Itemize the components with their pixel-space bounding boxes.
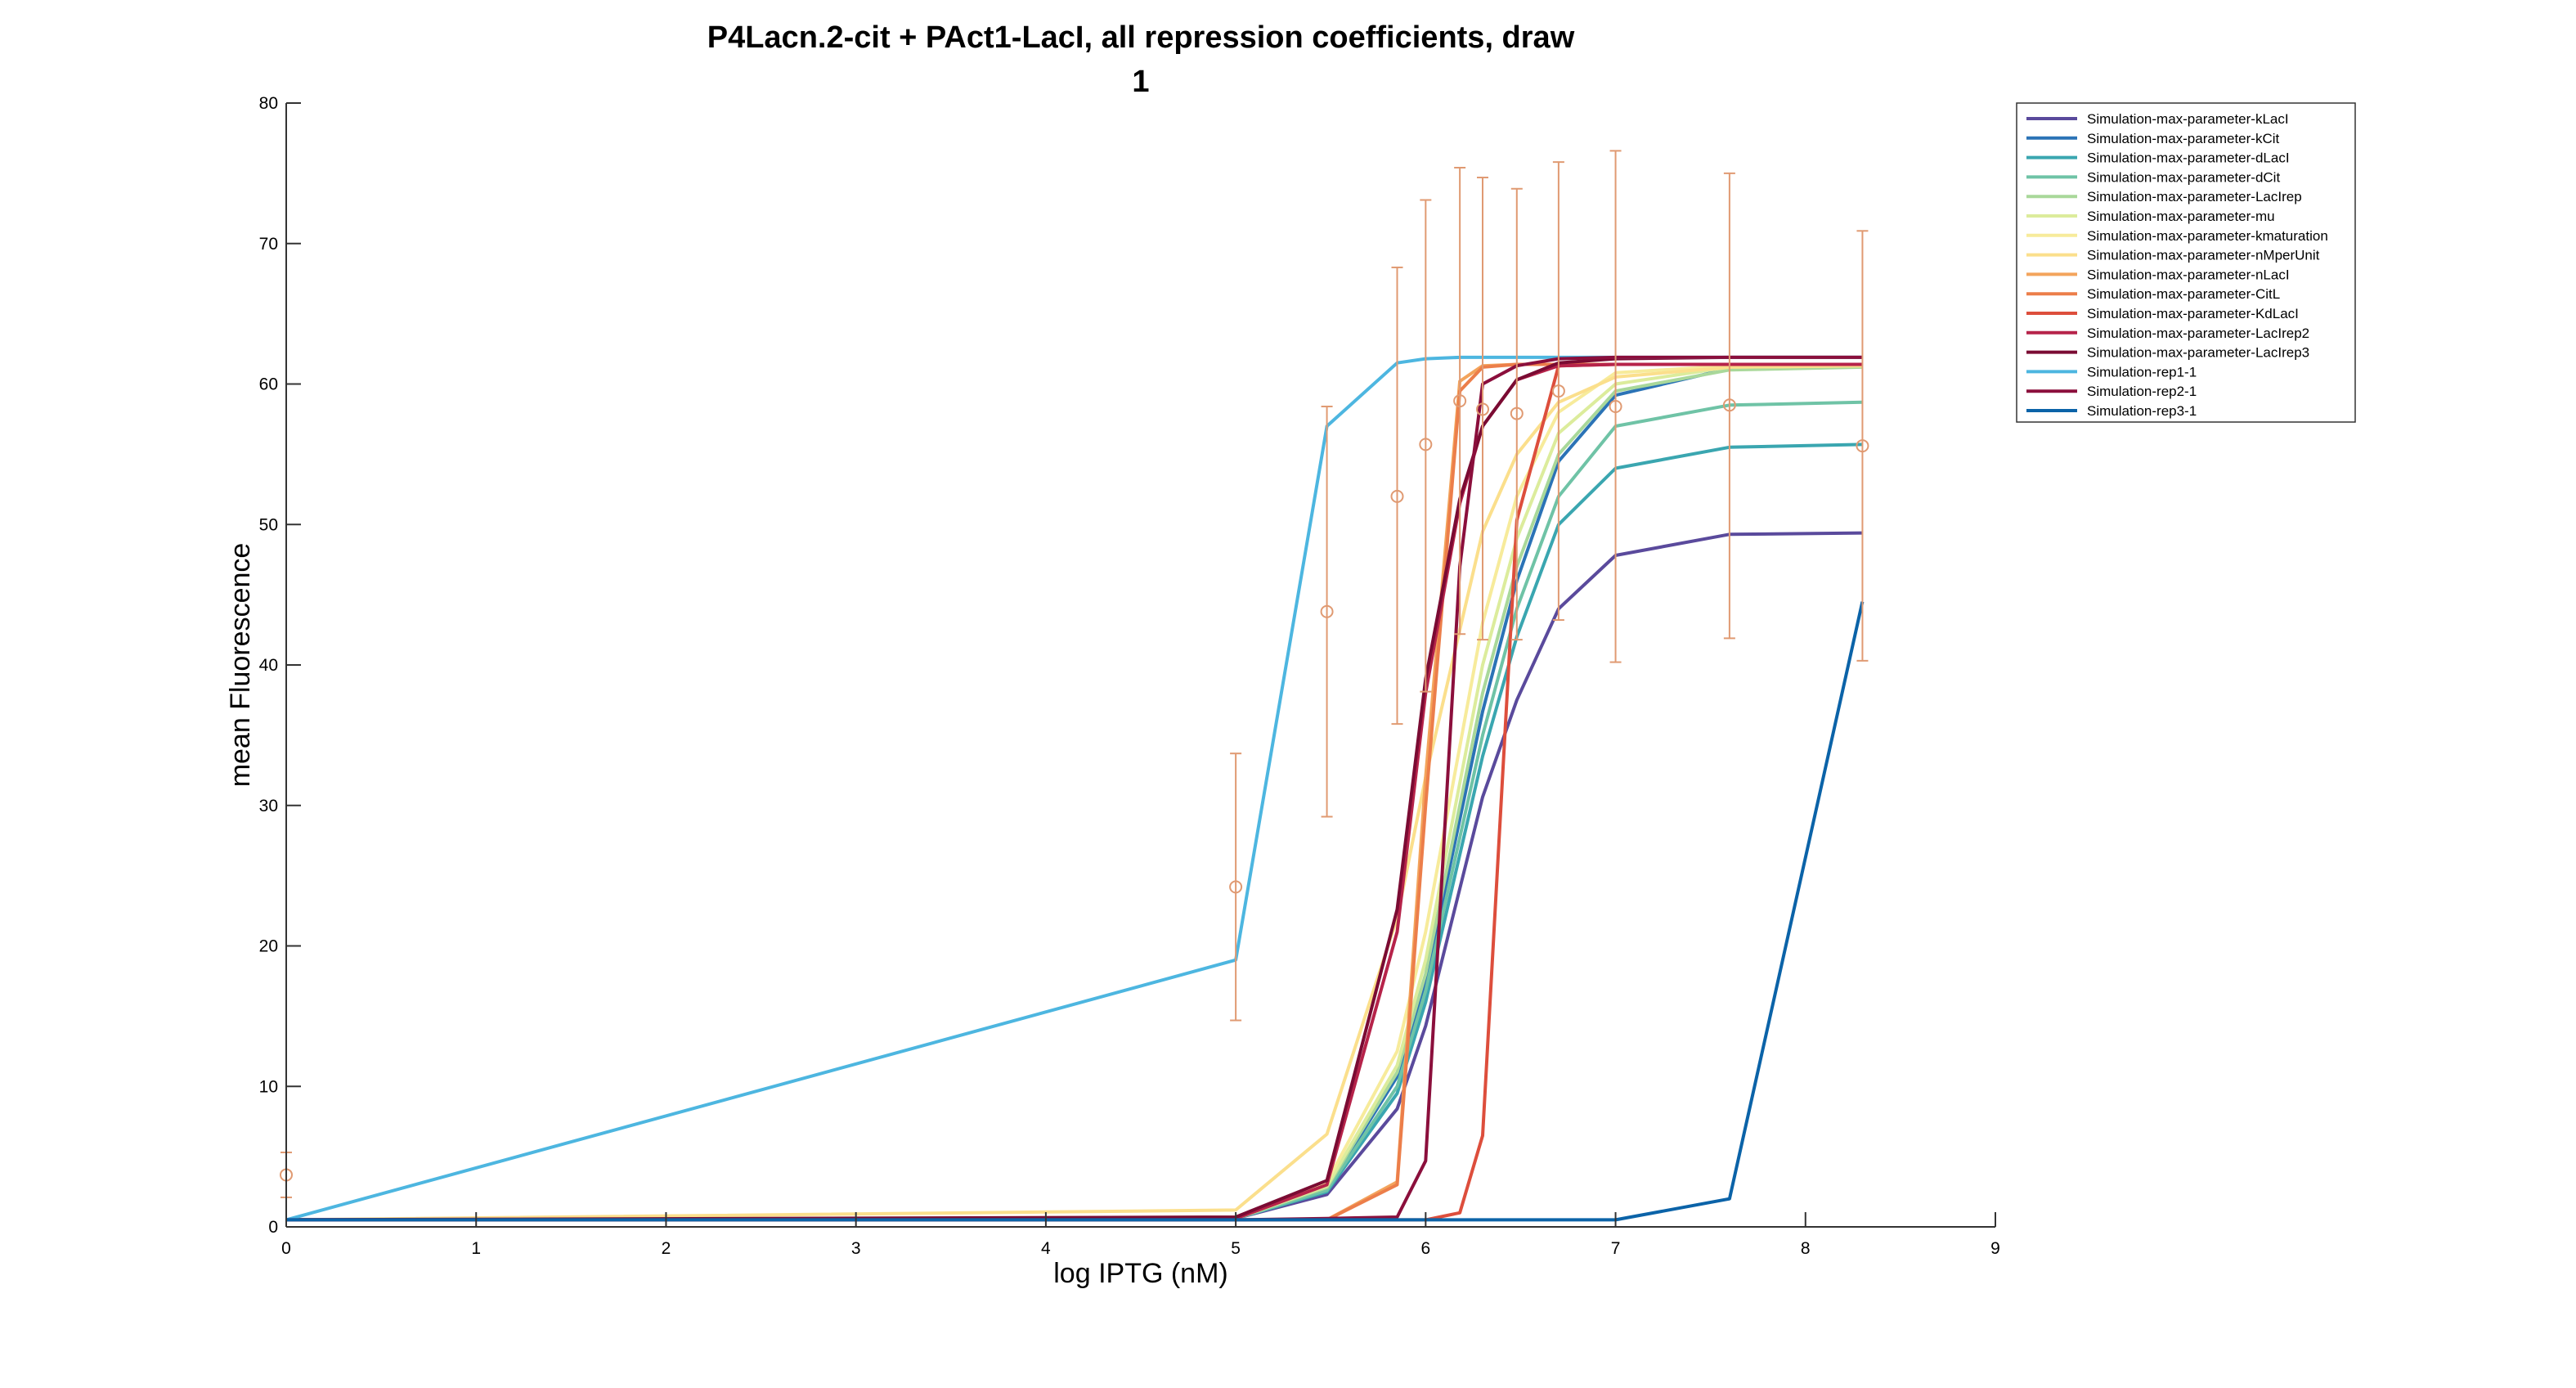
data-point-9 [1609, 399, 1622, 413]
data-point-8 [1551, 384, 1565, 398]
legend-label-2: Simulation-max-parameter-dLacI [2087, 150, 2290, 166]
series-layer [285, 355, 1865, 1222]
y-tick-label-7: 70 [259, 235, 278, 254]
legend-label-14: Simulation-rep2-1 [2087, 384, 2197, 399]
x-tick-label-8: 8 [1801, 1239, 1811, 1258]
data-point-11 [1856, 439, 1869, 453]
legend-label-0: Simulation-max-parameter-kLacI [2087, 111, 2289, 127]
x-tick-label-6: 6 [1420, 1239, 1430, 1258]
x-tick-label-1: 1 [471, 1239, 481, 1258]
y-tick-label-3: 30 [259, 797, 278, 815]
legend-label-7: Simulation-max-parameter-nMperUnit [2087, 248, 2320, 263]
data-point-10 [1722, 398, 1736, 412]
y-tick-label-2: 20 [259, 937, 278, 956]
legend: Simulation-max-parameter-kLacI Simulation… [2016, 102, 2356, 423]
x-tick-label-3: 3 [851, 1239, 861, 1258]
legend-label-4: Simulation-max-parameter-LacIrep [2087, 189, 2302, 204]
y-tick-label-6: 60 [259, 375, 278, 394]
legend-label-8: Simulation-max-parameter-nLacI [2087, 267, 2290, 282]
x-tick-label-2: 2 [662, 1239, 671, 1258]
x-tick-label-5: 5 [1231, 1239, 1241, 1258]
series-line-3 [285, 400, 1863, 1222]
legend-label-12: Simulation-max-parameter-LacIrep3 [2087, 345, 2309, 361]
legend-label-9: Simulation-max-parameter-CitL [2087, 286, 2280, 302]
errorbar-layer [280, 150, 1869, 1198]
data-point-4 [1419, 438, 1433, 451]
x-tick-label-4: 4 [1041, 1239, 1051, 1258]
y-axis-label: mean Fluorescence [225, 543, 256, 788]
x-tick-label-0: 0 [281, 1239, 291, 1258]
y-tick-label-0: 0 [268, 1218, 278, 1237]
data-point-6 [1476, 402, 1489, 416]
legend-label-5: Simulation-max-parameter-mu [2087, 209, 2275, 224]
legend-label-11: Simulation-max-parameter-LacIrep2 [2087, 326, 2309, 341]
legend-label-10: Simulation-max-parameter-KdLacI [2087, 306, 2299, 321]
x-tick-label-9: 9 [1990, 1239, 2000, 1258]
chart-subtitle: 1 [1132, 65, 1149, 99]
plot-area [286, 103, 1995, 1227]
y-tick-label-1: 10 [259, 1077, 278, 1096]
y-tick-label-5: 50 [259, 515, 278, 534]
series-line-0 [285, 531, 1863, 1222]
data-point-2 [1320, 604, 1334, 618]
legend-label-6: Simulation-max-parameter-kmaturation [2087, 228, 2328, 244]
data-point-3 [1390, 489, 1404, 503]
x-tick-label-7: 7 [1611, 1239, 1621, 1258]
y-tick-label-4: 40 [259, 656, 278, 675]
legend-label-15: Simulation-rep3-1 [2087, 403, 2197, 419]
legend-label-3: Simulation-max-parameter-dCit [2087, 169, 2280, 185]
chart-title: P4Lacn.2-cit + PAct1-LacI, all repressio… [707, 20, 1575, 55]
data-point-1 [1229, 880, 1243, 894]
legend-label-13: Simulation-rep1-1 [2087, 364, 2197, 380]
data-point-7 [1510, 407, 1524, 420]
axes-layer: 0 1 2 3 4 5 6 7 8 9 0 10 20 30 40 50 60 70 80 [259, 94, 2000, 1258]
data-point-5 [1453, 394, 1467, 408]
legend-label-1: Simulation-max-parameter-kCit [2087, 131, 2280, 146]
y-tick-label-8: 80 [259, 94, 278, 113]
x-axis-label: log IPTG (nM) [1053, 1258, 1227, 1289]
